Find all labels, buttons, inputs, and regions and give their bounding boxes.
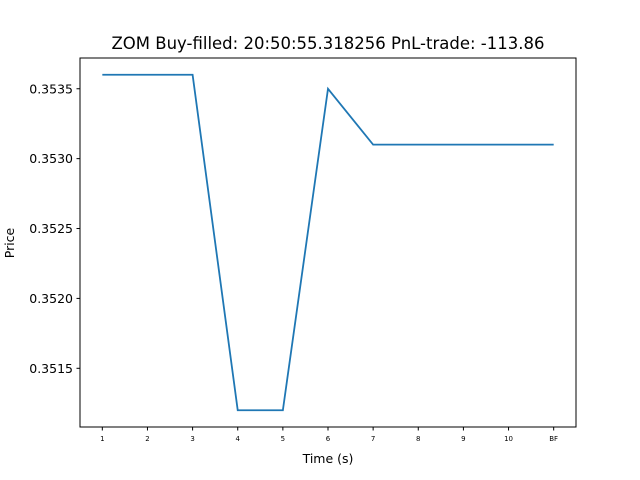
y-tick-label: 0.3515 <box>29 361 73 376</box>
x-tick-label: 9 <box>461 435 465 443</box>
price-series-line <box>102 73 554 412</box>
y-axis-ticks: 0.3515 0.3520 0.3525 0.3530 0.3535 <box>29 81 80 376</box>
x-tick-label: 2 <box>145 435 149 443</box>
x-tick-label: 8 <box>416 435 420 443</box>
chart-title: ZOM Buy-filled: 20:50:55.318256 PnL-trad… <box>111 34 544 53</box>
y-axis-label: Price <box>2 227 17 258</box>
x-tick-label: 10 <box>504 435 513 443</box>
x-tick-label: BF <box>549 435 558 443</box>
series-group <box>102 73 554 412</box>
x-axis-ticks: 1 2 3 4 5 6 7 8 9 10 BF <box>100 427 558 443</box>
y-tick-label: 0.3530 <box>29 151 73 166</box>
x-tick-label: 6 <box>326 435 331 443</box>
y-tick-label: 0.3535 <box>29 81 73 96</box>
y-tick-label: 0.3525 <box>29 221 73 236</box>
x-axis-label: Time (s) <box>302 451 354 466</box>
x-tick-label: 1 <box>100 435 104 443</box>
x-tick-label: 3 <box>190 435 194 443</box>
plot-area <box>79 57 577 428</box>
y-tick-label: 0.3520 <box>29 291 73 306</box>
x-tick-label: 5 <box>281 435 285 443</box>
x-tick-label: 7 <box>371 435 375 443</box>
x-tick-label: 4 <box>235 435 240 443</box>
